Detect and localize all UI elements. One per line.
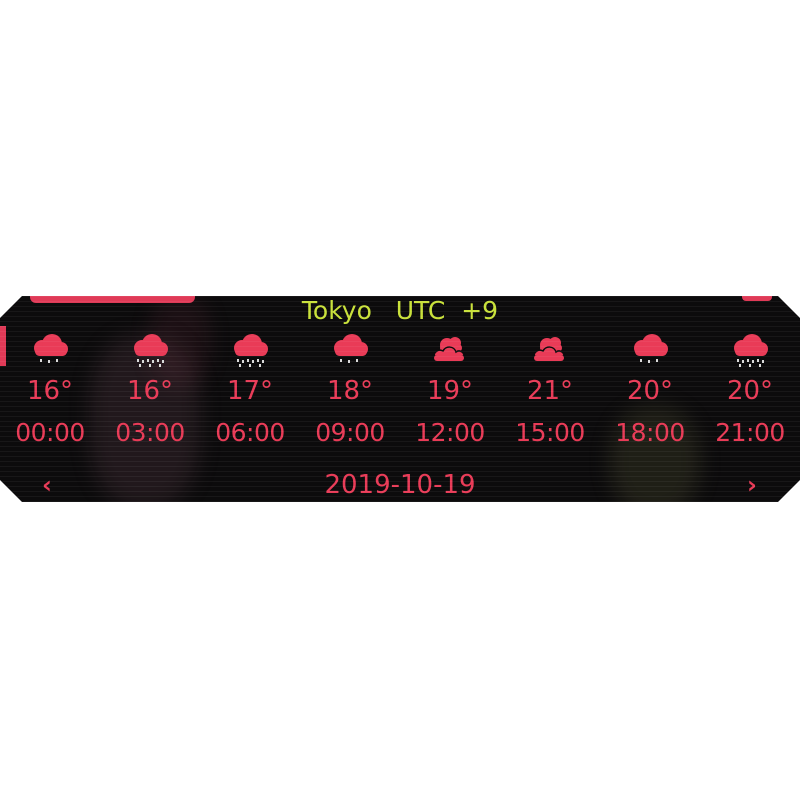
forecast-slot: 19° 12:00 — [400, 330, 500, 454]
city-name: Tokyo — [301, 296, 372, 325]
forecast-time: 09:00 — [315, 418, 385, 447]
rain-cloud-icon — [328, 334, 372, 368]
hourly-forecast: 16° 00:00 16° 03:00 17° 06:00 18° 09:00 … — [0, 330, 800, 454]
forecast-temperature: 21° — [526, 376, 574, 406]
forecast-slot: 18° 09:00 — [300, 330, 400, 454]
forecast-time: 18:00 — [615, 418, 685, 447]
frame-accent-side — [0, 326, 6, 366]
utc-label: UTC — [395, 296, 446, 325]
forecast-date: 2019-10-19 — [324, 470, 476, 500]
rain-cloud-icon — [28, 334, 72, 368]
forecast-time: 21:00 — [715, 418, 785, 447]
forecast-temperature: 16° — [26, 376, 74, 406]
cloudy-icon — [533, 336, 565, 362]
forecast-time: 03:00 — [115, 418, 185, 447]
forecast-time: 12:00 — [415, 418, 485, 447]
forecast-time: 00:00 — [15, 418, 85, 447]
forecast-time: 15:00 — [515, 418, 585, 447]
utc-offset: +9 — [461, 296, 499, 325]
frame-accent-right — [742, 296, 772, 301]
rain-cloud-icon — [128, 334, 172, 368]
location-title: Tokyo UTC +9 — [0, 296, 800, 326]
forecast-temperature: 19° — [426, 376, 474, 406]
forecast-slot: 16° 00:00 — [0, 330, 100, 454]
forecast-time: 06:00 — [215, 418, 285, 447]
forecast-slot: 20° 21:00 — [700, 330, 800, 454]
forecast-slot: 21° 15:00 — [500, 330, 600, 454]
forecast-temperature: 16° — [126, 376, 174, 406]
forecast-temperature: 17° — [226, 376, 274, 406]
rain-cloud-icon — [728, 334, 772, 368]
forecast-slot: 20° 18:00 — [600, 330, 700, 454]
forecast-slot: 16° 03:00 — [100, 330, 200, 454]
forecast-slot: 17° 06:00 — [200, 330, 300, 454]
cloudy-icon — [433, 336, 465, 362]
forecast-temperature: 18° — [326, 376, 374, 406]
chevron-right-icon[interactable]: › — [747, 471, 757, 499]
chevron-left-icon[interactable]: ‹ — [42, 471, 52, 499]
forecast-temperature: 20° — [626, 376, 674, 406]
rain-cloud-icon — [628, 334, 672, 368]
rain-cloud-icon — [228, 334, 272, 368]
date-navigation: ‹ 2019-10-19 › — [0, 468, 800, 502]
weather-widget: Tokyo UTC +9 16° 00:00 16° 03:00 17° 06:… — [0, 296, 800, 502]
forecast-temperature: 20° — [726, 376, 774, 406]
frame-accent-left — [30, 296, 195, 303]
